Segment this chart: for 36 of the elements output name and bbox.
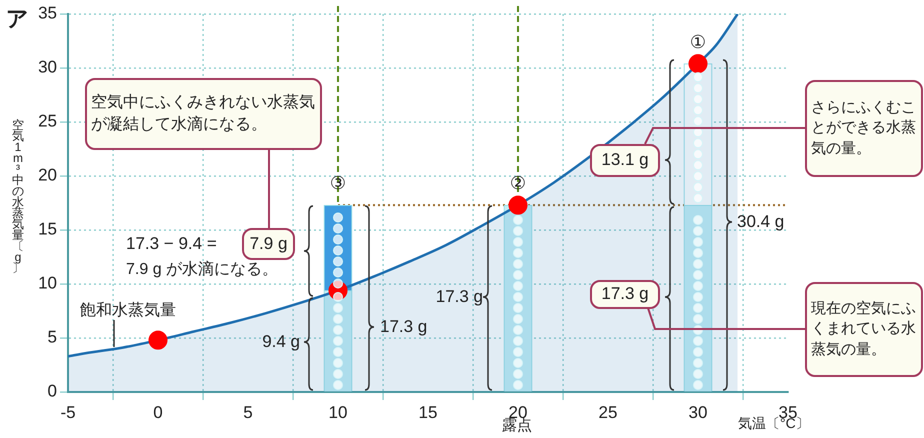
text: さらにふくむことができる水蒸気の量。 — [805, 80, 923, 177]
annotation: 9.4 g — [261, 331, 300, 353]
x-tick-label: 10 — [328, 402, 348, 422]
point — [148, 330, 168, 350]
annotation: 空気中にふくみきれない水蒸気が凝結して水滴になる。 — [85, 78, 322, 150]
y-tick-label: 15 — [38, 220, 57, 239]
y-tick-label: 25 — [38, 112, 57, 131]
point — [508, 196, 528, 215]
annotation: 7.9 g — [242, 228, 295, 260]
annotation: ① — [688, 30, 708, 54]
annotation: ② — [508, 172, 528, 196]
x-tick-label: -5 — [60, 402, 76, 422]
annotation: 13.1 g — [590, 144, 660, 177]
y-tick-label: 35 — [38, 4, 57, 23]
annotation: 17.3 g — [380, 316, 428, 338]
annotation: 17.3 − 9.4 = — [126, 233, 217, 255]
y-tick-label: 20 — [38, 166, 57, 185]
x-tick-label: 0 — [153, 402, 163, 422]
annotation: 17.3 g — [434, 286, 483, 308]
x-tick-label: 5 — [243, 402, 253, 422]
y-tick-label: 30 — [38, 58, 57, 77]
y-tick-label: 0 — [48, 382, 57, 401]
annotation: 30.4 g — [737, 211, 784, 233]
annotation: ③ — [328, 172, 348, 196]
x-tick-label: 30 — [688, 402, 708, 422]
text: 空気1m³中の水蒸気量〔g〕 — [12, 118, 24, 275]
y-tick-label: 10 — [38, 274, 57, 293]
y-tick-label: 5 — [48, 328, 57, 347]
text: 現在の空気にふくまれている水蒸気の量。 — [805, 282, 923, 377]
chart-title: ア — [6, 5, 29, 33]
x-tick-label: 25 — [598, 402, 618, 422]
annotation: 17.3 g — [590, 280, 660, 309]
x-tick-label: 15 — [418, 402, 438, 422]
annotation: 7.9 g が水滴になる。 — [126, 260, 278, 280]
series-label: 飽和水蒸気量 — [80, 300, 176, 321]
point — [688, 54, 708, 74]
